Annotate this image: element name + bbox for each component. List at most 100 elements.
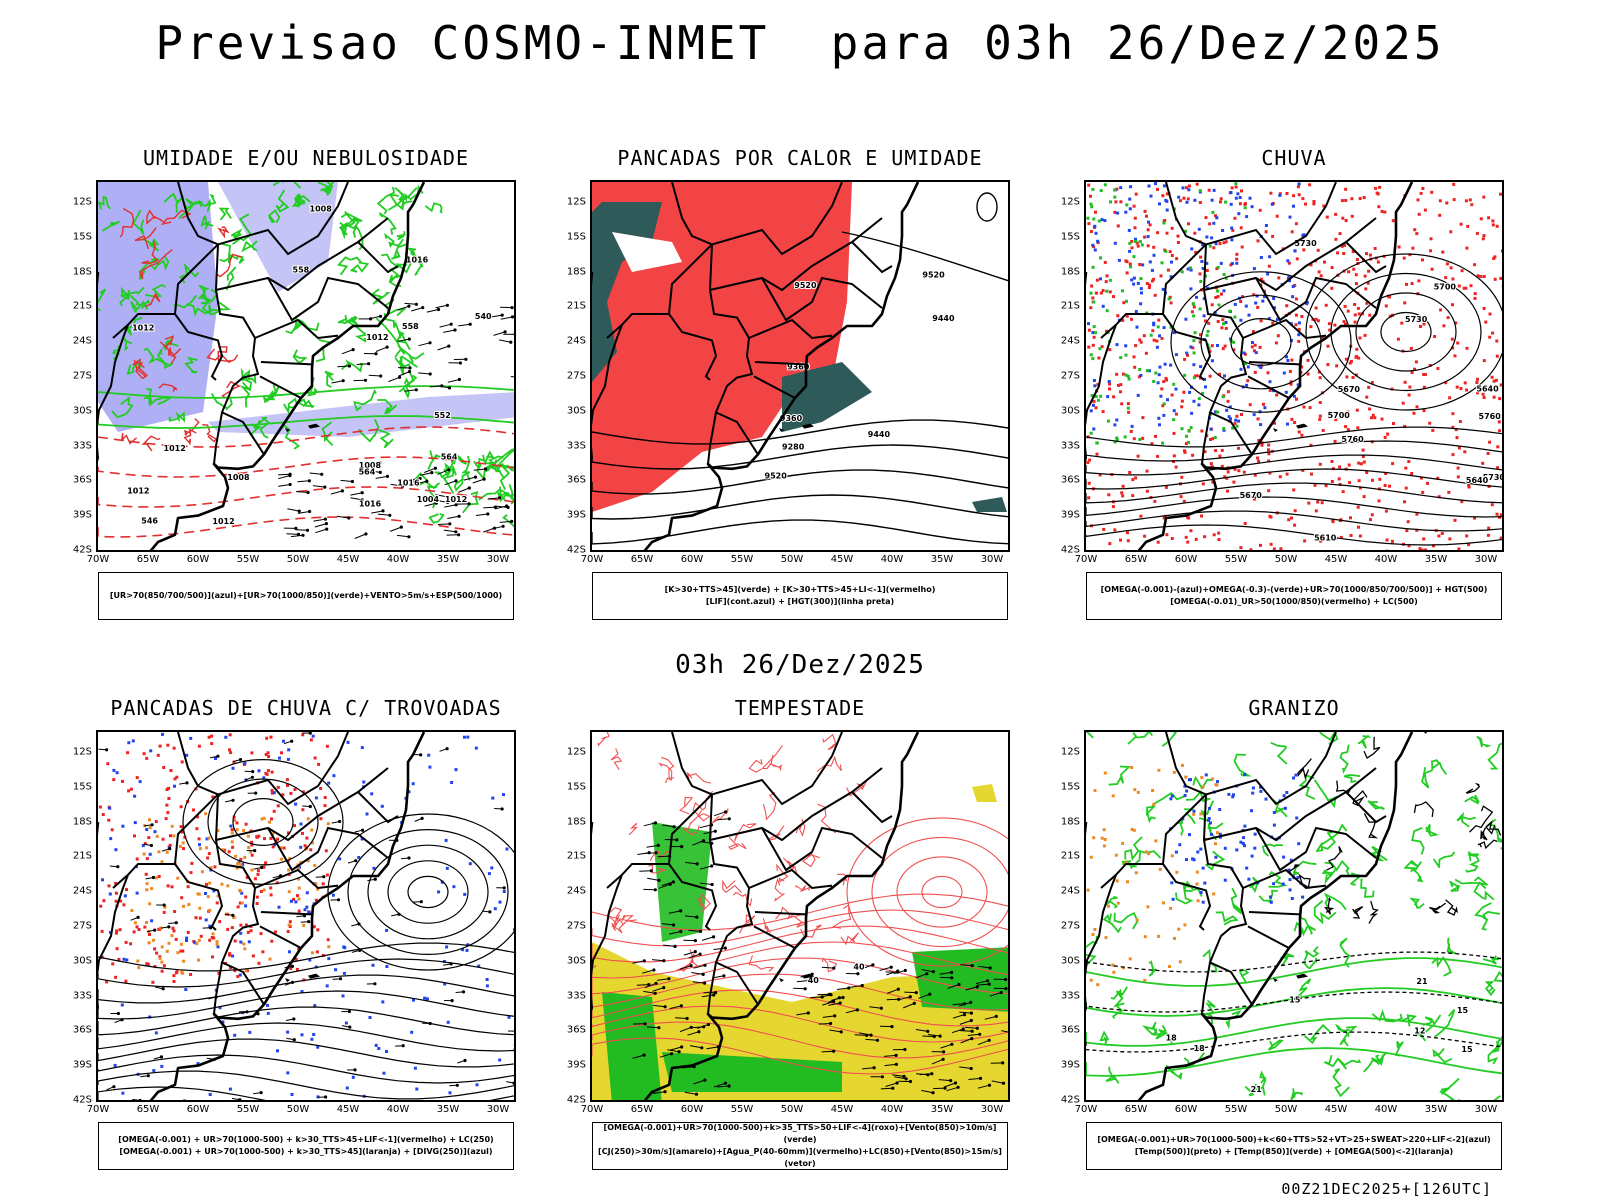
contour-line bbox=[728, 836, 747, 850]
lon-tick: 60W bbox=[680, 554, 704, 565]
precip-dot bbox=[1230, 262, 1234, 265]
wind-vector-head bbox=[419, 753, 423, 757]
contour-line bbox=[1440, 1077, 1460, 1096]
precip-dot bbox=[243, 947, 247, 951]
isoline bbox=[592, 989, 1008, 1027]
precip-dot bbox=[1122, 301, 1126, 305]
precip-dot bbox=[1363, 274, 1367, 278]
precip-dot bbox=[234, 854, 238, 858]
wind-vector-head bbox=[498, 496, 502, 500]
wind-vector bbox=[884, 1054, 897, 1057]
wind-vector-head bbox=[486, 512, 490, 516]
precip-dot bbox=[1156, 231, 1160, 235]
precip-dot bbox=[1294, 297, 1298, 301]
precip-dot bbox=[247, 846, 251, 850]
precip-dot bbox=[317, 762, 321, 766]
precip-dot bbox=[1415, 405, 1419, 409]
precip-dot bbox=[1136, 281, 1140, 285]
legend-line-2: [Temp(500)](preto) + [Temp(850)](verde) … bbox=[1134, 1147, 1454, 1156]
precip-dot bbox=[1119, 383, 1123, 387]
lon-tick: 50W bbox=[1274, 554, 1298, 565]
precip-dot bbox=[1158, 334, 1161, 338]
wind-vector bbox=[494, 505, 507, 510]
contour-line bbox=[426, 483, 439, 509]
precip-dot bbox=[208, 908, 212, 912]
precip-dot bbox=[154, 820, 158, 824]
wind-vector-head bbox=[668, 882, 672, 886]
wind-vector-head bbox=[488, 910, 492, 914]
precip-dot bbox=[1143, 534, 1147, 538]
lat-tick: 24S bbox=[72, 335, 92, 347]
wind-vector-head bbox=[928, 992, 932, 996]
precip-dot bbox=[1132, 355, 1136, 359]
precip-dot bbox=[204, 812, 208, 816]
precip-dot bbox=[1384, 472, 1388, 475]
precip-dot bbox=[357, 856, 361, 859]
precip-dot bbox=[1421, 187, 1425, 190]
precip-dot bbox=[1102, 828, 1106, 832]
precip-dot bbox=[1220, 292, 1223, 296]
wind-vector-head bbox=[397, 912, 401, 916]
precip-dot bbox=[1216, 295, 1220, 299]
contour-line bbox=[395, 247, 417, 274]
precip-dot bbox=[266, 751, 270, 755]
precip-dot bbox=[287, 923, 291, 927]
precip-dot bbox=[1091, 403, 1095, 407]
precip-dot bbox=[1294, 313, 1298, 317]
precip-dot bbox=[1188, 390, 1192, 394]
precip-dot bbox=[1314, 509, 1318, 513]
precip-dot bbox=[1355, 258, 1359, 261]
lat-tick: 24S bbox=[1060, 885, 1080, 897]
wind-vector bbox=[646, 844, 659, 848]
wind-vector-head bbox=[654, 981, 658, 985]
precip-dot bbox=[197, 958, 200, 962]
panel-legend: [OMEGA(-0.001) + UR>70(1000-500) + k>30_… bbox=[98, 1122, 514, 1170]
precip-dot bbox=[1468, 198, 1472, 202]
contour-line bbox=[1192, 775, 1213, 791]
precip-dot bbox=[1492, 379, 1496, 383]
precip-dot bbox=[1295, 257, 1299, 261]
precip-dot bbox=[1330, 460, 1334, 463]
contour-line bbox=[801, 851, 820, 868]
contour-line bbox=[476, 459, 498, 482]
wind-vector-head bbox=[903, 968, 907, 973]
precip-dot bbox=[1089, 353, 1093, 357]
contour-line bbox=[217, 226, 230, 239]
precip-dot bbox=[1256, 305, 1260, 309]
precip-dot bbox=[1210, 777, 1214, 781]
precip-dot bbox=[1230, 226, 1234, 230]
closed-contour bbox=[1330, 272, 1482, 392]
wind-vector bbox=[689, 1045, 702, 1049]
precip-dot bbox=[1147, 852, 1151, 856]
precip-dot bbox=[1410, 282, 1414, 285]
precip-dot bbox=[1185, 351, 1189, 355]
precip-dot bbox=[1368, 313, 1372, 317]
wind-vector-head bbox=[449, 322, 453, 326]
border-line bbox=[174, 313, 224, 381]
precip-dot bbox=[1243, 824, 1247, 828]
precip-dot bbox=[1162, 516, 1166, 520]
precip-dot bbox=[1287, 261, 1291, 265]
contour-line bbox=[197, 284, 211, 305]
border-line bbox=[213, 962, 223, 1015]
wind-vector bbox=[411, 307, 423, 312]
precip-dot bbox=[1289, 380, 1293, 384]
lagoon-shape bbox=[802, 973, 814, 979]
precip-dot bbox=[1491, 219, 1495, 223]
wind-vector-head bbox=[354, 859, 358, 863]
contour-line bbox=[1318, 732, 1339, 746]
contour-line bbox=[1258, 889, 1278, 903]
wind-vector-head bbox=[880, 1075, 884, 1079]
precip-dot bbox=[299, 822, 303, 826]
precip-dot bbox=[1318, 376, 1322, 380]
precip-dot bbox=[1378, 477, 1382, 481]
precip-dot bbox=[1130, 240, 1134, 243]
wind-vector bbox=[132, 1098, 141, 1100]
precip-dot bbox=[1331, 520, 1335, 524]
contour-line bbox=[800, 924, 822, 938]
lat-tick: 30S bbox=[1060, 955, 1080, 967]
contour-label: 9280 bbox=[782, 442, 805, 451]
wind-vector-head bbox=[307, 920, 311, 924]
closed-contour bbox=[1230, 318, 1292, 367]
precip-dot bbox=[1284, 390, 1288, 394]
